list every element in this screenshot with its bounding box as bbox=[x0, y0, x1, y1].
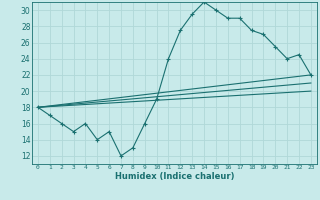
X-axis label: Humidex (Indice chaleur): Humidex (Indice chaleur) bbox=[115, 172, 234, 181]
